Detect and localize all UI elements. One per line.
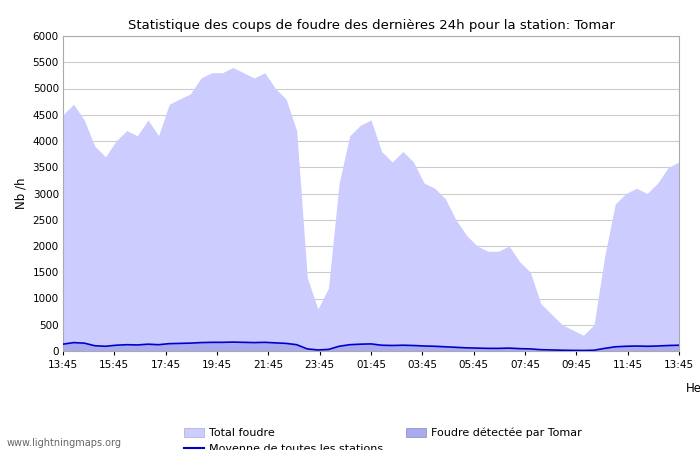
Text: www.lightningmaps.org: www.lightningmaps.org (7, 438, 122, 448)
Text: Heure: Heure (686, 382, 700, 395)
Y-axis label: Nb /h: Nb /h (14, 178, 27, 209)
Legend: Total foudre, Moyenne de toutes les stations, Foudre détectée par Tomar: Total foudre, Moyenne de toutes les stat… (179, 423, 587, 450)
Title: Statistique des coups de foudre des dernières 24h pour la station: Tomar: Statistique des coups de foudre des dern… (127, 19, 615, 32)
